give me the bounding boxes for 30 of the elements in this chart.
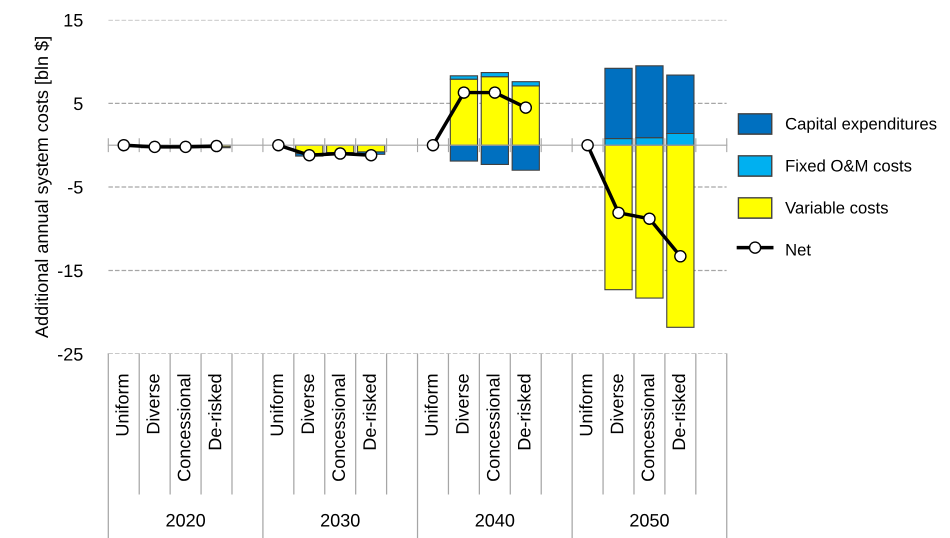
text: 2020 xyxy=(166,514,205,527)
x-tick-label: De-risked xyxy=(208,374,222,450)
x-tick-label: Diverse xyxy=(610,374,624,434)
x-tick-label: Diverse xyxy=(455,374,469,434)
y-tick-label: 5 xyxy=(74,98,83,110)
x-tick-label: Concessional xyxy=(641,374,654,481)
x-tick-label: Diverse xyxy=(300,374,314,434)
legend-label: Variable costs xyxy=(785,201,888,214)
legend-label: Net xyxy=(786,244,811,256)
x-tick-label: Concessional xyxy=(486,374,500,481)
x-tick-label: De-risked xyxy=(517,374,531,450)
legend-label: Fixed O&M costs xyxy=(786,159,912,172)
x-tick-label: Concessional xyxy=(332,374,346,481)
legend-label: Capital expenditures xyxy=(786,117,936,133)
text: 2040 xyxy=(476,514,514,527)
x-tick-label: De-risked xyxy=(362,374,376,450)
x-tick-label: Uniform xyxy=(424,374,438,436)
text: 2030 xyxy=(321,514,360,527)
x-tick-label: Concessional xyxy=(177,374,190,481)
x-tick-label: Uniform xyxy=(579,374,592,436)
y-axis-title: Additional annual system costs [bln $] xyxy=(34,37,52,338)
y-tick-label: -25 xyxy=(58,348,83,361)
text: 2050 xyxy=(630,514,669,527)
y-tick-label: 15 xyxy=(64,14,83,27)
x-tick-label: De-risked xyxy=(672,374,686,450)
x-tick-label: Diverse xyxy=(146,374,160,434)
x-tick-label: Uniform xyxy=(270,374,284,436)
y-tick-label: -15 xyxy=(58,264,83,278)
y-tick-label: -5 xyxy=(68,181,83,194)
x-tick-label: Uniform xyxy=(115,374,129,436)
